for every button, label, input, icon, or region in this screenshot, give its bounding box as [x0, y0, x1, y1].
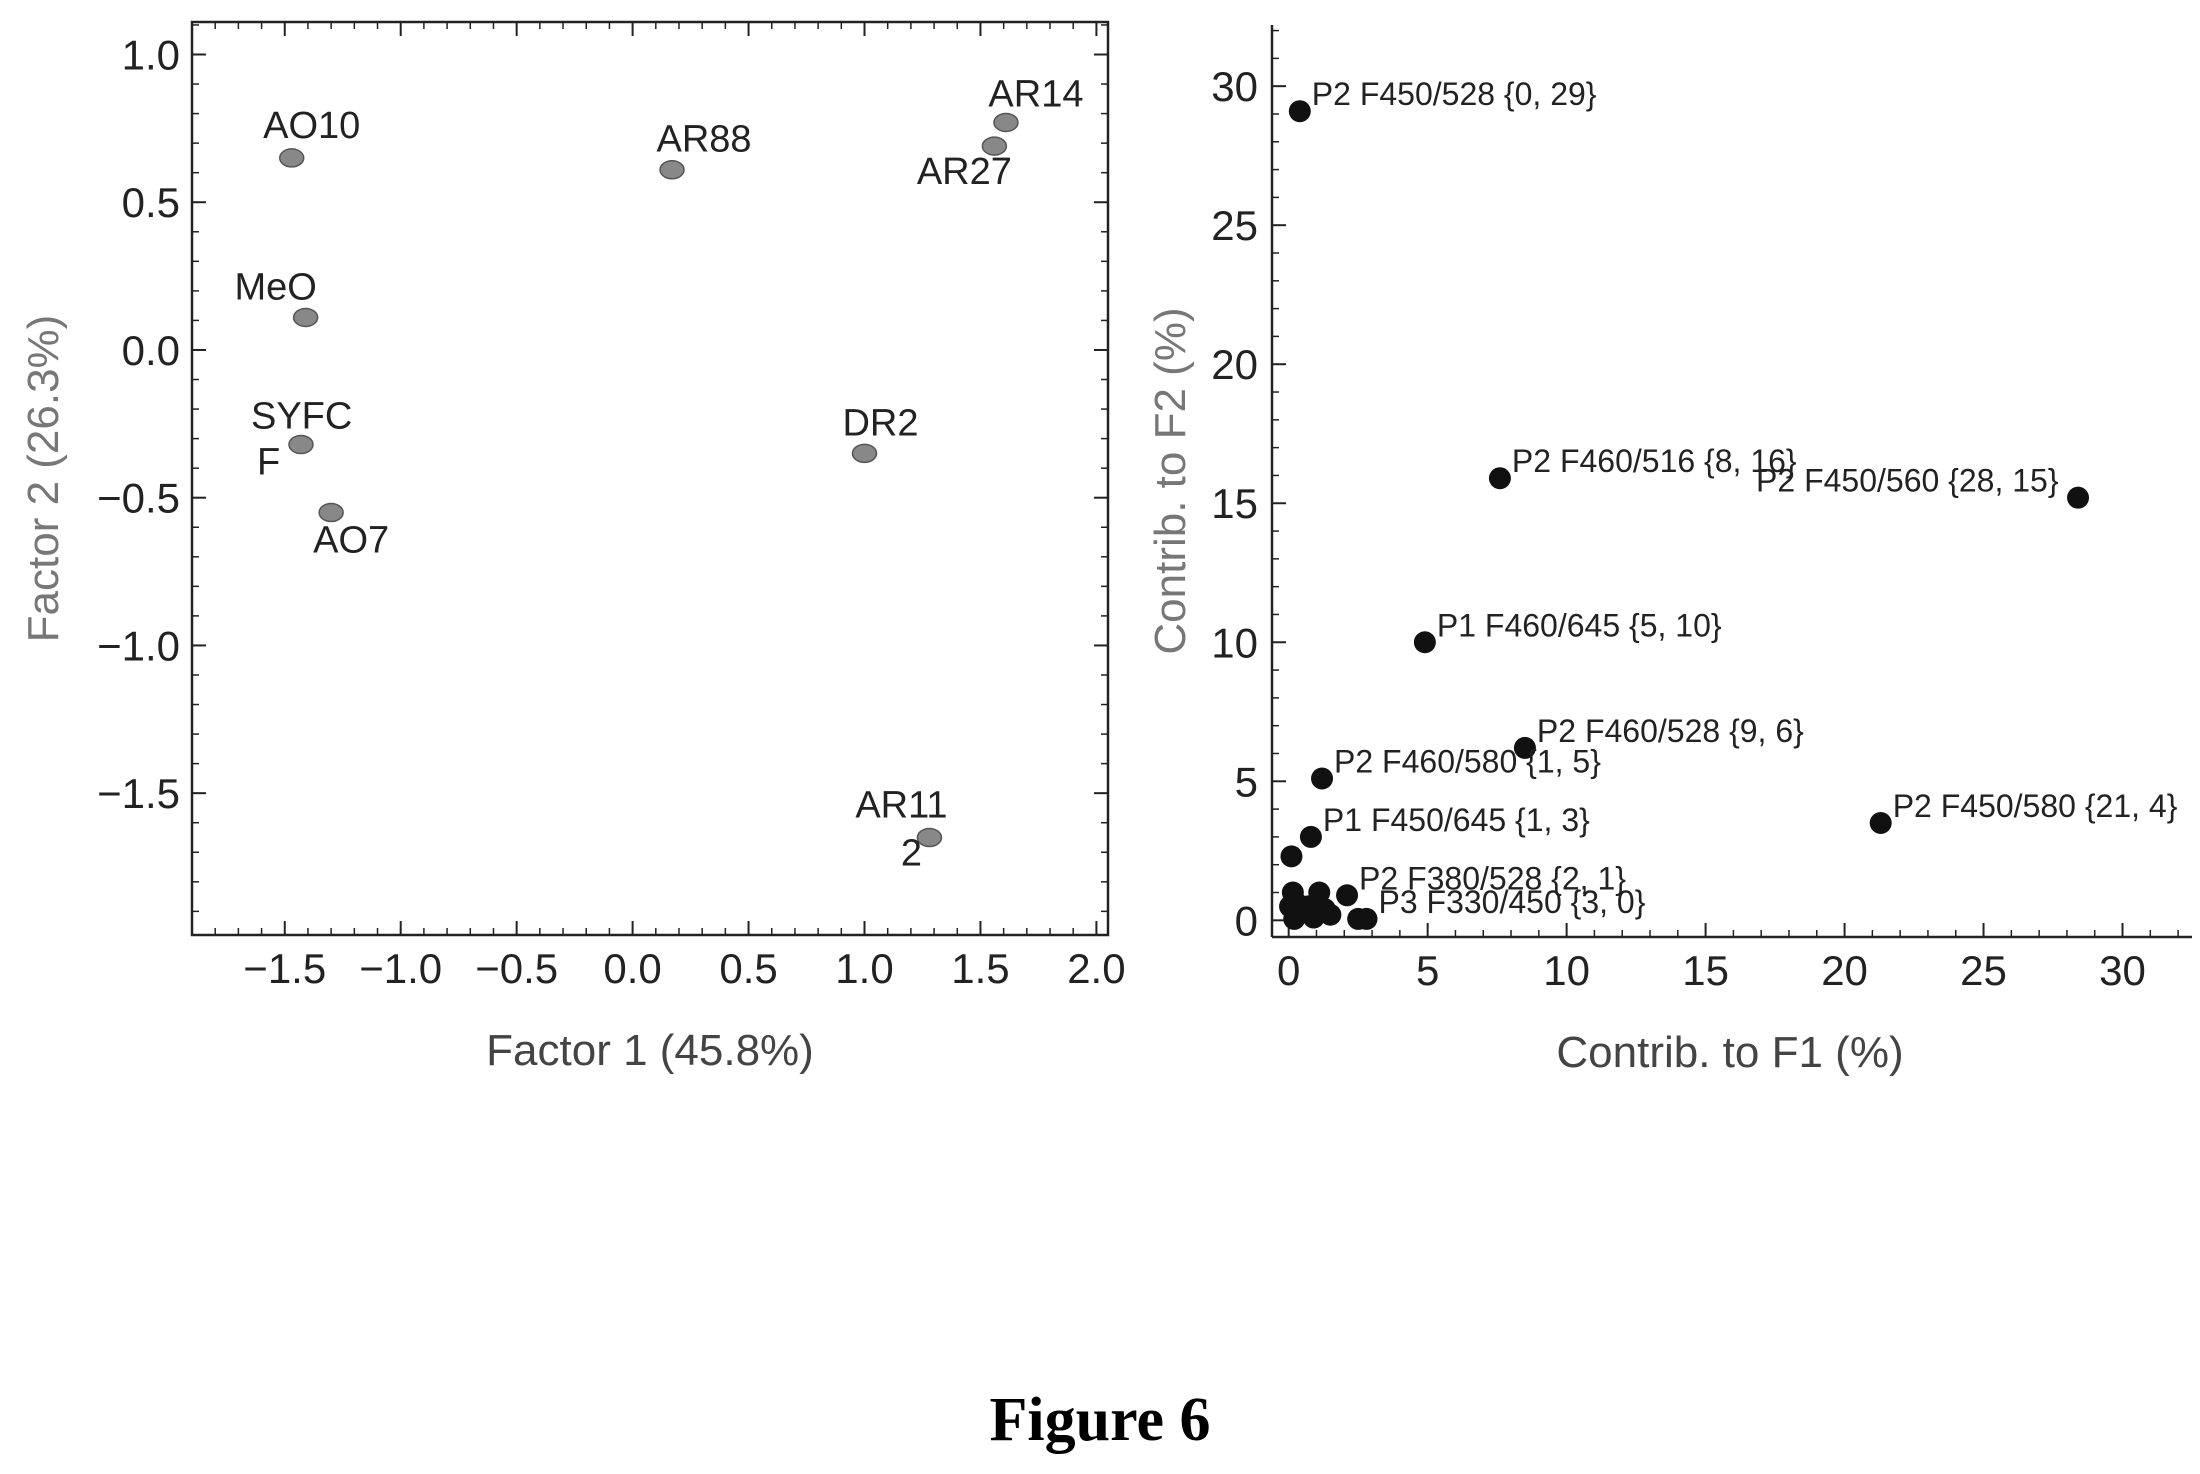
point-label: AO7 [313, 519, 389, 561]
data-point [1311, 767, 1334, 790]
y-axis-label: Contrib. to F2 (%) [1146, 307, 1195, 654]
figure-caption: Figure 6 [989, 1386, 1211, 1454]
data-point [1308, 881, 1331, 904]
data-point [1488, 467, 1511, 490]
x-tick-label: 15 [1682, 947, 1729, 994]
data-point [1299, 825, 1322, 848]
data-point [1336, 884, 1359, 907]
point-label: P3 F330/450 {3, 0} [1379, 884, 1646, 920]
y-tick-label: −1.0 [97, 622, 180, 669]
y-tick-label: 1.0 [122, 32, 180, 79]
point-label: P2 F450/560 {28, 15} [1756, 463, 2059, 499]
data-point [292, 307, 319, 328]
point-label: P2 F460/516 {8, 16} [1512, 443, 1797, 479]
x-tick-label: 1.5 [951, 945, 1009, 992]
data-point [318, 502, 344, 523]
point-label: P1 F450/645 {1, 3} [1323, 802, 1590, 838]
point-label: P1 F460/645 {5, 10} [1437, 607, 1722, 643]
x-tick-label: 2.0 [1067, 945, 1125, 992]
point-label: F [257, 442, 280, 484]
y-tick-label: 25 [1211, 202, 1258, 249]
x-tick-label: 0.0 [603, 945, 661, 992]
point-label: P2 F450/528 {0, 29} [1312, 76, 1597, 112]
data-point [1413, 631, 1436, 654]
y-tick-label: 0.0 [122, 327, 180, 374]
point-label: AR14 [988, 73, 1083, 115]
y-tick-label: 0 [1235, 897, 1258, 944]
y-axis-label: Factor 2 (26.3%) [19, 315, 68, 643]
data-point [2067, 486, 2090, 509]
x-tick-label: −1.0 [359, 945, 442, 992]
y-tick-label: 30 [1211, 63, 1258, 110]
contribution-scatter-chart: 0 5 10 15 20 25 30 0 5 10 15 20 25 30 Contrib. to F1 (… [1146, 25, 2192, 1077]
x-tick-label: 10 [1543, 947, 1590, 994]
x-axis-label: Factor 1 (45.8%) [486, 1026, 814, 1075]
data-point [288, 434, 314, 455]
y-tick-label: 10 [1211, 619, 1258, 666]
point-label: SYFC [251, 396, 352, 438]
point-label: 2 [901, 832, 922, 874]
data-point [659, 159, 685, 180]
data-point [1279, 895, 1302, 918]
y-tick-label: 15 [1211, 480, 1258, 527]
point-label: DR2 [842, 402, 918, 444]
data-point [1280, 845, 1303, 868]
point-label: MeO [234, 266, 316, 308]
y-tick-label: 20 [1211, 341, 1258, 388]
x-tick-label: 25 [1960, 947, 2007, 994]
x-tick-label: 0 [1277, 947, 1300, 994]
y-tick-label: 5 [1235, 758, 1258, 805]
data-point [981, 136, 1008, 156]
point-label: AR27 [917, 151, 1012, 193]
x-tick-label: 5 [1416, 947, 1439, 994]
data-point [851, 443, 878, 464]
x-tick-label: 1.0 [835, 945, 893, 992]
point-label: P2 F460/528 {9, 6} [1537, 713, 1804, 749]
data-point [1869, 812, 1892, 834]
point-label: AO10 [263, 105, 360, 147]
y-tick-label: 0.5 [122, 179, 180, 226]
data-point [278, 148, 305, 168]
point-label: AR88 [656, 119, 751, 161]
x-tick-label: 30 [2099, 947, 2146, 994]
point-label: P2 F450/580 {21, 4} [1893, 788, 2178, 824]
data-point [993, 112, 1019, 133]
x-tick-label: −1.5 [243, 945, 326, 992]
point-label: P2 F380/528 {2, 1} [1359, 860, 1626, 896]
y-tick-label: −1.5 [97, 770, 180, 817]
point-label: AR11 [855, 784, 947, 826]
plot-frame [190, 20, 1110, 937]
data-point [1313, 898, 1336, 921]
y-tick-label: −0.5 [97, 475, 180, 522]
data-point [916, 827, 943, 848]
x-tick-label: 0.5 [719, 945, 777, 992]
factor-scatter-chart: −1.5 −1.0 −0.5 0.0 0.5 1.0 1.5 2.0 1.0 0.5 0.0 −0.5… [19, 20, 1126, 1075]
data-point [1513, 736, 1536, 759]
x-tick-label: 20 [1821, 947, 1868, 994]
x-tick-label: −0.5 [475, 945, 558, 992]
point-label: P2 F460/580 {1, 5} [1334, 744, 1601, 780]
x-axis-label: Contrib. to F1 (%) [1556, 1028, 1903, 1077]
data-point [1288, 100, 1311, 123]
data-point [1355, 907, 1378, 930]
